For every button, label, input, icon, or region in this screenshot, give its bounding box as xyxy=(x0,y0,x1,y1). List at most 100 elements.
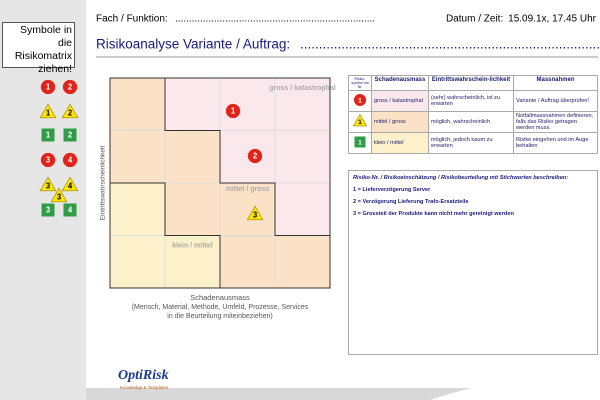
square xyxy=(41,128,55,142)
zone-border xyxy=(110,182,221,288)
square-symbol: 1 xyxy=(354,136,366,148)
x-axis-note: in die Beurteilung miteinbeziehen) xyxy=(167,313,272,320)
symbol-number: 4 xyxy=(68,206,73,215)
triangle xyxy=(50,187,68,203)
matrix-cell xyxy=(274,130,331,184)
measure-cell: Risiko eingehen und im Auge behalten xyxy=(513,132,598,154)
circle xyxy=(62,152,78,168)
circle xyxy=(247,148,263,164)
circle-symbol: 1 xyxy=(353,93,367,107)
probability-cell: (sehr) wahrscheinlich, ist zu erwarten xyxy=(428,90,514,112)
subject-value: ........................................… xyxy=(175,14,375,25)
circle-symbol: 3 xyxy=(40,152,56,168)
note-item: 3 = Grossteil der Produkte kann nicht me… xyxy=(353,211,514,217)
symbol-number: 3 xyxy=(46,206,51,215)
symbol-number: 2 xyxy=(68,109,73,118)
symbol-icon: 1 xyxy=(354,136,366,148)
symbol-number: 1 xyxy=(46,83,51,92)
damage-cell: gross / katastrophal xyxy=(371,90,429,112)
square xyxy=(354,136,366,148)
triangle xyxy=(39,176,57,192)
table-header: Risiko-symbol mit Nr. xyxy=(348,75,372,91)
matrix-cell xyxy=(109,235,166,289)
matrix-cell xyxy=(164,182,221,236)
square xyxy=(41,203,55,217)
probability-cell: möglich, wahrscheinlich xyxy=(428,111,514,133)
matrix-cell xyxy=(109,182,166,236)
title-value: ........................................… xyxy=(300,37,600,52)
table-header: Massnahmen xyxy=(513,75,598,91)
square-symbol: 4 xyxy=(63,203,77,217)
symbol-number: 1 xyxy=(358,97,362,104)
damage-cell: mittel / gross xyxy=(371,111,429,133)
date-label: Datum / Zeit: xyxy=(446,14,503,25)
table-row: 1 gross / katastrophal (sehr) wahrscheinli… xyxy=(348,90,598,112)
x-axis-label: Schadenausmass xyxy=(190,293,250,302)
symbol-number: 2 xyxy=(68,131,73,140)
zone-label: klein / mittel xyxy=(172,242,213,249)
circle xyxy=(225,103,241,119)
notes-list: 1 = Lieferverzögerung Server 2 = Verzöger… xyxy=(353,187,593,217)
footer-curve xyxy=(430,376,600,400)
symbol-icon: 1 xyxy=(352,113,368,127)
triangle xyxy=(352,113,368,127)
matrix-cell xyxy=(164,130,221,184)
symbol-cell: 1 xyxy=(348,111,372,133)
symbol-number: 3 xyxy=(46,182,51,191)
circle-symbol: 1 xyxy=(225,103,241,119)
logo-tagline: Knowledge & Templates xyxy=(120,385,169,390)
symbol-number: 1 xyxy=(46,109,51,118)
triangle-symbol: 1 xyxy=(352,113,368,127)
symbol-number: 3 xyxy=(46,156,51,165)
circle-symbol: 1 xyxy=(40,79,56,95)
matrix-cell xyxy=(274,235,331,289)
note-item: 2 = Verzögerung Lieferung Trafo-Ersatzte… xyxy=(353,199,469,205)
circle-symbol: 4 xyxy=(62,152,78,168)
matrix-cell xyxy=(274,77,331,131)
table-header: Eintrittswahrschein-lichkeit xyxy=(428,75,514,91)
matrix-cell xyxy=(164,235,221,289)
circle xyxy=(40,79,56,95)
square-symbol: 3 xyxy=(41,203,55,217)
note-item: 1 = Lieferverzögerung Server xyxy=(353,187,431,193)
symbol-cell: 1 xyxy=(348,90,372,112)
circle xyxy=(62,79,78,95)
symbol-number: 1 xyxy=(231,107,236,116)
table-header: Schadenausmass xyxy=(371,75,429,91)
matrix-cell xyxy=(109,77,166,131)
date-value: 15.09.1x, 17.45 Uhr xyxy=(508,14,597,25)
matrix-cell xyxy=(109,130,166,184)
damage-cell: klein / mittel xyxy=(371,132,429,154)
triangle-symbol: 2 xyxy=(61,103,79,119)
x-axis-note: (Mensch, Material, Methode, Umfeld, Proz… xyxy=(132,304,309,311)
triangle-symbol: 4 xyxy=(61,176,79,192)
triangle-symbol: 3 xyxy=(246,205,264,221)
circle xyxy=(40,152,56,168)
triangle-symbol: 3 xyxy=(39,176,57,192)
square-symbol: 1 xyxy=(41,128,55,142)
zone-label: mittel / gross xyxy=(226,186,270,193)
symbol-number: 4 xyxy=(68,182,73,191)
circle-symbol: 2 xyxy=(62,79,78,95)
measure-cell: Notfallmassnahmen definieren, falls das … xyxy=(513,111,598,133)
symbol-number: 2 xyxy=(68,83,73,92)
triangle xyxy=(61,176,79,192)
square xyxy=(63,203,77,217)
y-axis-label: Eintrittswahrscheinlichkeit xyxy=(100,146,107,221)
circle-symbol: 2 xyxy=(247,148,263,164)
symbol-number: 3 xyxy=(57,193,62,202)
risk-matrix: gross / katastrophal mittel / gross klein … xyxy=(109,77,336,289)
matrix-cell xyxy=(274,182,331,236)
matrix-cell xyxy=(219,130,276,184)
legend-table: Risiko-symbol mit Nr. Schadenausmass Ein… xyxy=(348,75,598,154)
square xyxy=(63,128,77,142)
symbol-number: 1 xyxy=(358,119,362,126)
symbol-number: 1 xyxy=(46,131,51,140)
triangle xyxy=(61,103,79,119)
triangle xyxy=(39,103,57,119)
triangle-symbol: 3 xyxy=(50,187,68,203)
notes-box: Risiko-Nr. / Risikoeinschätzung / Risiko… xyxy=(348,170,598,355)
matrix-cell xyxy=(164,77,221,131)
matrix-cell xyxy=(219,77,276,131)
